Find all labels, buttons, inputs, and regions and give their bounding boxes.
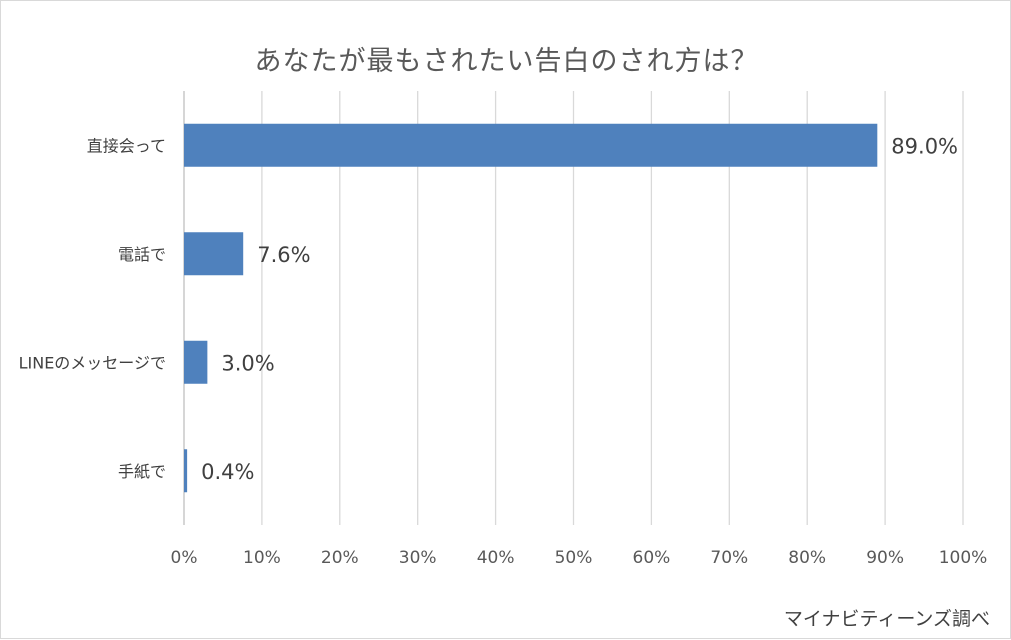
chart-title: あなたが最もされたい告白のされ方は？	[254, 46, 759, 77]
x-tick-label: 30%	[399, 548, 437, 568]
category-label: LINEのメッセージで	[19, 353, 166, 372]
x-tick-label: 10%	[243, 548, 281, 568]
x-tick-label: 0%	[171, 548, 198, 568]
bar	[184, 232, 244, 276]
source-note: マイナビティーンズ調べ	[783, 608, 990, 630]
x-tick-label: 100%	[939, 548, 988, 568]
x-tick-label: 20%	[321, 548, 359, 568]
x-tick-label: 40%	[477, 548, 515, 568]
x-tick-label: 60%	[633, 548, 671, 568]
category-label: 手紙で	[118, 462, 166, 481]
x-tick-label: 70%	[710, 548, 748, 568]
category-label: 直接会って	[87, 136, 166, 155]
x-tick-label: 80%	[788, 548, 826, 568]
x-tick-label: 90%	[866, 548, 904, 568]
bar	[184, 449, 188, 493]
data-label: 7.6%	[257, 243, 310, 267]
category-label: 電話で	[118, 245, 166, 264]
data-label: 3.0%	[221, 351, 274, 375]
x-tick-label: 50%	[555, 548, 593, 568]
bar	[184, 123, 878, 167]
data-label: 89.0%	[891, 134, 958, 158]
bar	[184, 340, 208, 384]
data-label: 0.4%	[201, 460, 254, 484]
